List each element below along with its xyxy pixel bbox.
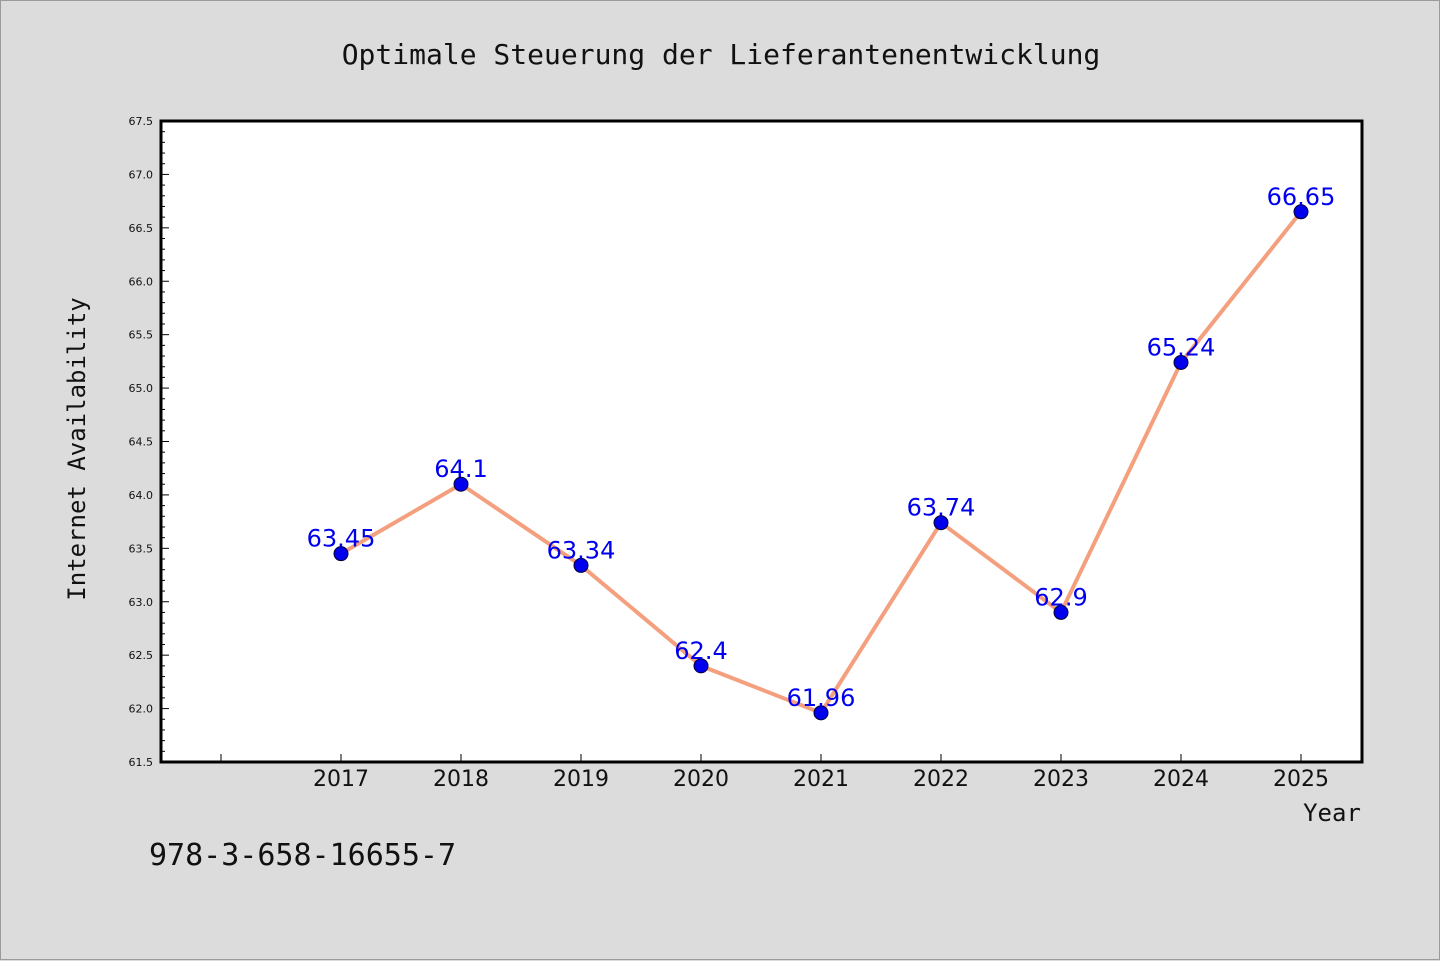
- x-axis-ticks: 2017 2018 2019 2020 2021 2022 2023 2024 2025: [220, 754, 1329, 792]
- y-tick-label: 67.5: [129, 115, 154, 128]
- y-tick-label: 65.5: [129, 329, 154, 342]
- markers-group: [333, 204, 1309, 721]
- y-tick-label: 64.0: [129, 489, 154, 502]
- plot-area: [161, 121, 1362, 762]
- data-label: 65.24: [1147, 333, 1216, 361]
- data-point-marker: [1173, 354, 1189, 370]
- y-tick-label: 66.0: [129, 275, 154, 288]
- y-tick-label: 65.0: [129, 382, 154, 395]
- x-tick-label: 2024: [1153, 767, 1209, 792]
- y-tick-label: 62.0: [129, 703, 154, 716]
- x-tick-label: 2020: [673, 767, 729, 792]
- data-point-marker: [333, 546, 349, 562]
- x-tick-label: 2018: [433, 767, 489, 792]
- data-point-marker: [693, 658, 709, 674]
- data-label: 61.96: [787, 684, 856, 712]
- data-label: 66.65: [1267, 183, 1336, 211]
- y-tick-label: 62.5: [129, 649, 154, 662]
- isbn-footer: 978-3-658-16655-7: [149, 838, 456, 873]
- x-tick-label: 2022: [913, 767, 969, 792]
- data-label: 64.1: [434, 455, 487, 483]
- x-tick-label: 2025: [1273, 767, 1329, 792]
- y-tick-label: 61.5: [129, 756, 154, 769]
- data-point-marker: [933, 515, 949, 531]
- y-tick-label: 64.5: [129, 436, 154, 449]
- chart-title: Optimale Steuerung der Lieferantenentwic…: [342, 38, 1101, 71]
- data-labels-group: 63.45 64.1 63.34 62.4 61.96 63.74 62.9 65.24 66.…: [307, 183, 1336, 712]
- data-label: 63.45: [307, 525, 376, 553]
- data-point-marker: [1293, 204, 1309, 220]
- plot-frame: [159, 119, 1364, 764]
- data-point-marker: [453, 476, 469, 492]
- data-point-marker: [813, 705, 829, 721]
- data-label: 62.9: [1034, 583, 1087, 611]
- x-tick-label: 2019: [553, 767, 609, 792]
- y-tick-label: 63.0: [129, 596, 154, 609]
- data-label: 63.34: [547, 536, 616, 564]
- x-tick-label: 2023: [1033, 767, 1089, 792]
- x-tick-label: 2017: [313, 767, 369, 792]
- y-tick-label: 67.0: [129, 168, 154, 181]
- data-label: 63.74: [907, 494, 976, 522]
- x-axis-label: Year: [1303, 799, 1361, 827]
- data-label: 62.4: [674, 637, 727, 665]
- y-tick-label: 63.5: [129, 542, 154, 555]
- y-axis-label: Internet Availability: [63, 297, 91, 600]
- y-tick-label: 66.5: [129, 222, 154, 235]
- x-tick-label: 2021: [793, 767, 849, 792]
- data-point-marker: [1053, 604, 1069, 620]
- data-point-marker: [573, 557, 589, 573]
